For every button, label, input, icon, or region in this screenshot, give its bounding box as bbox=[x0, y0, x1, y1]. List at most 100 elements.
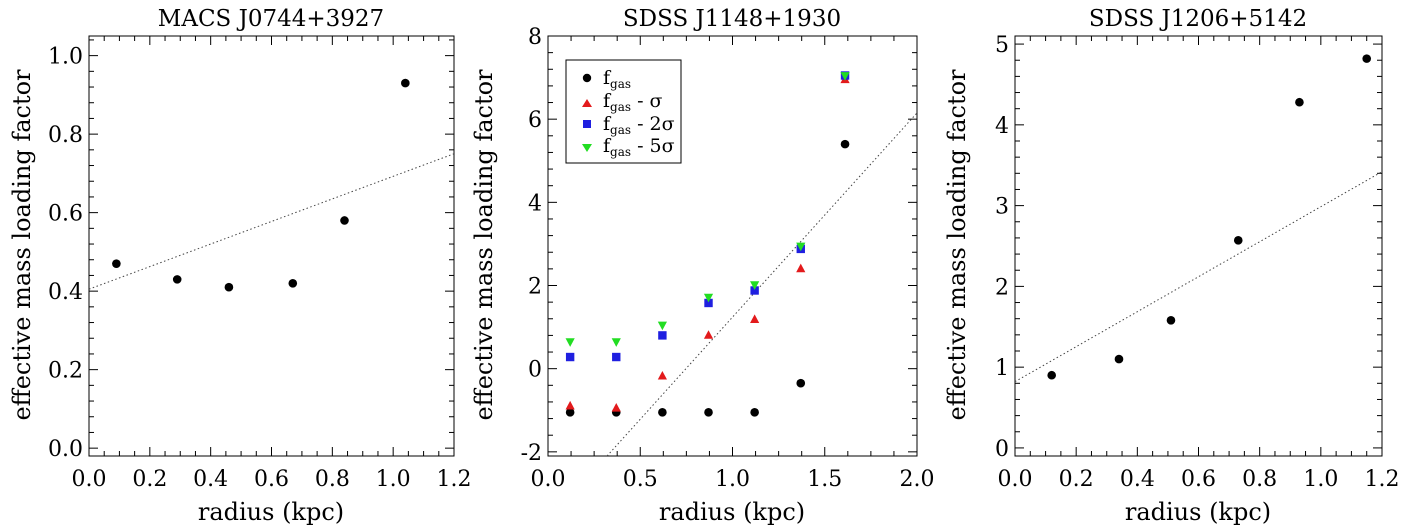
plot-area: 0.0 0.2 0.4 0.6 0.8 1.0 1.2 0 1 2 3 4 5 bbox=[995, 33, 1400, 492]
panel-title: SDSS J1148+1930 bbox=[623, 6, 841, 32]
data-point-circle bbox=[704, 408, 713, 417]
data-point-circle bbox=[1047, 370, 1056, 380]
data-point-square bbox=[750, 286, 759, 295]
y-tick-label: -2 bbox=[521, 441, 542, 466]
data-layer bbox=[89, 78, 454, 292]
data-point-circle bbox=[1362, 54, 1372, 63]
y-axis-label: effective mass loading factor bbox=[8, 69, 36, 421]
data-point-circle bbox=[340, 216, 349, 225]
y-tick-label: 3 bbox=[995, 195, 1009, 220]
panel-sdss-j1148: SDSS J1148+1930 effective mass loading f… bbox=[470, 6, 935, 526]
data-point-triangle-up bbox=[611, 402, 621, 412]
data-point-circle bbox=[401, 78, 410, 88]
legend-entry-fgas-sigma: fgas - σ bbox=[582, 90, 663, 114]
x-tick-label: 0.4 bbox=[1120, 467, 1155, 492]
y-tick-label: 0 bbox=[995, 437, 1009, 462]
legend-marker-square bbox=[583, 120, 591, 128]
x-tick-label: 0.5 bbox=[623, 467, 658, 492]
panel-title: SDSS J1206+5142 bbox=[1089, 6, 1307, 32]
y-tick-label: 0.6 bbox=[48, 202, 83, 227]
data-point-circle bbox=[750, 408, 759, 417]
x-tick-label: 0.8 bbox=[1242, 467, 1277, 492]
data-point-circle bbox=[1233, 236, 1243, 245]
data-point-circle bbox=[112, 259, 121, 268]
y-tick-label: 0 bbox=[528, 358, 542, 383]
fit-line bbox=[606, 112, 917, 456]
data-point-triangle-down bbox=[703, 293, 714, 303]
data-point-circle bbox=[224, 282, 234, 292]
data-point-triangle-down bbox=[657, 321, 667, 331]
x-tick-label: 0.0 bbox=[998, 467, 1033, 492]
data-point-circle bbox=[565, 408, 575, 417]
x-tick-label: 0.4 bbox=[193, 467, 228, 492]
fit-line bbox=[89, 153, 454, 290]
y-tick-label: 0.2 bbox=[48, 359, 83, 384]
x-tick-label: 1.0 bbox=[715, 467, 750, 492]
panel-title: MACS J0744+3927 bbox=[158, 6, 384, 32]
y-tick-label: 4 bbox=[528, 191, 542, 216]
data-point-triangle-down bbox=[611, 338, 621, 347]
x-tick-label: 1.0 bbox=[1303, 467, 1338, 492]
x-tick-label: 0.8 bbox=[315, 467, 350, 492]
x-tick-label: 0.0 bbox=[531, 467, 566, 492]
legend-label: fgas - 2σ bbox=[603, 113, 675, 137]
y-tick-label: 2 bbox=[528, 275, 542, 300]
x-tick-label: 2.0 bbox=[900, 467, 935, 492]
data-point-triangle-down bbox=[750, 281, 760, 290]
x-tick-label: 0.6 bbox=[254, 467, 289, 492]
plot-frame bbox=[88, 35, 455, 457]
legend-marker-circle bbox=[582, 73, 592, 83]
data-point-circle bbox=[840, 139, 850, 149]
y-tick-label: 0.4 bbox=[48, 280, 83, 305]
y-tick-label: 0.8 bbox=[48, 123, 83, 148]
y-tick-label: 5 bbox=[995, 33, 1009, 58]
data-point-triangle-up bbox=[750, 314, 760, 324]
legend-entry-fgas: fgas bbox=[582, 67, 631, 91]
legend: fgas fgas - σ fgas - 2σ fgas - 5σ bbox=[565, 59, 682, 164]
panel-macs-j0744: MACS J0744+3927 effective mass loading f… bbox=[8, 6, 472, 526]
y-axis-label: effective mass loading factor bbox=[943, 69, 971, 421]
data-layer bbox=[565, 71, 917, 456]
fit-line bbox=[1015, 171, 1382, 383]
y-axis-label: effective mass loading factor bbox=[470, 69, 498, 421]
data-point-circle bbox=[172, 275, 182, 284]
legend-label: fgas - 5σ bbox=[603, 135, 675, 159]
y-tick-label: 0.0 bbox=[48, 437, 83, 462]
data-point-square bbox=[612, 352, 621, 362]
x-axis-label: radius (kpc) bbox=[659, 498, 805, 526]
legend-entry-fgas-2sigma: fgas - 2σ bbox=[583, 113, 675, 137]
x-tick-label: 1.2 bbox=[437, 467, 472, 492]
data-point-triangle-up bbox=[796, 263, 806, 273]
legend-marker-triangle-up bbox=[582, 99, 592, 107]
x-tick-label: 1.0 bbox=[376, 467, 411, 492]
data-point-square bbox=[704, 298, 713, 308]
x-axis-label: radius (kpc) bbox=[1125, 498, 1271, 526]
x-tick-label: 0.0 bbox=[72, 467, 107, 492]
plot-frame bbox=[1014, 35, 1383, 457]
legend-marker-triangle-down bbox=[582, 144, 592, 152]
y-tick-label: 1 bbox=[995, 356, 1009, 381]
data-point-triangle-down bbox=[565, 338, 575, 347]
data-point-triangle-up bbox=[703, 330, 714, 339]
x-tick-label: 1.5 bbox=[807, 467, 842, 492]
x-axis-label: radius (kpc) bbox=[198, 498, 344, 526]
data-point-triangle-up bbox=[657, 370, 667, 380]
x-tick-label: 1.2 bbox=[1365, 467, 1400, 492]
data-point-circle bbox=[1114, 354, 1124, 364]
data-point-square bbox=[658, 331, 667, 340]
plot-area: 0.0 0.5 1.0 1.5 2.0 -2 0 2 4 6 8 bbox=[521, 25, 935, 492]
data-point-circle bbox=[288, 278, 298, 288]
panel-sdss-j1206: SDSS J1206+5142 effective mass loading f… bbox=[943, 6, 1400, 526]
y-tick-label: 6 bbox=[528, 108, 542, 133]
y-tick-label: 1.0 bbox=[48, 45, 83, 70]
data-point-circle bbox=[1295, 97, 1304, 107]
legend-entry-fgas-5sigma: fgas - 5σ bbox=[582, 135, 675, 159]
y-tick-label: 4 bbox=[995, 114, 1009, 139]
x-tick-label: 0.2 bbox=[1059, 467, 1094, 492]
y-tick-label: 8 bbox=[528, 25, 542, 50]
data-layer bbox=[1015, 54, 1382, 383]
data-point-triangle-down bbox=[796, 242, 806, 252]
legend-label: fgas bbox=[603, 67, 631, 91]
legend-label: fgas - σ bbox=[603, 90, 663, 114]
data-point-square bbox=[565, 352, 575, 362]
